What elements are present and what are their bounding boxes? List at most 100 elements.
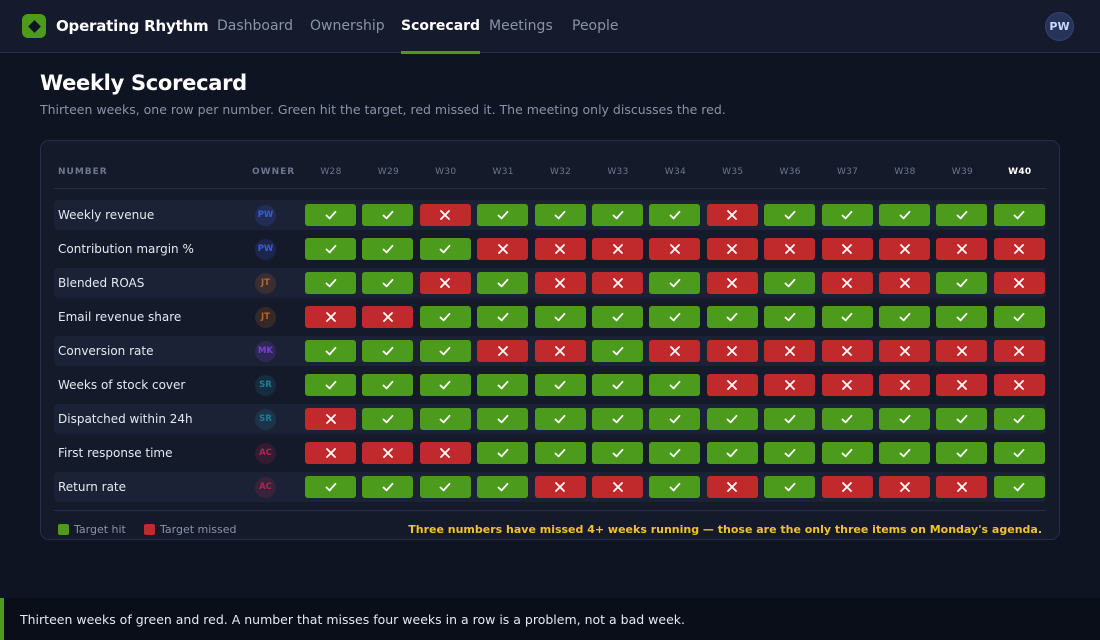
target-missed-cell[interactable] (764, 238, 816, 260)
target-hit-cell[interactable] (362, 374, 414, 396)
target-hit-cell[interactable] (649, 306, 701, 328)
target-hit-cell[interactable] (879, 204, 930, 226)
target-hit-cell[interactable] (477, 374, 529, 396)
target-missed-cell[interactable] (821, 374, 873, 396)
target-hit-cell[interactable] (649, 442, 701, 464)
target-missed-cell[interactable] (592, 272, 643, 294)
target-hit-cell[interactable] (821, 204, 873, 226)
target-missed-cell[interactable] (706, 374, 758, 396)
target-hit-cell[interactable] (419, 408, 471, 430)
target-hit-cell[interactable] (936, 306, 988, 328)
target-missed-cell[interactable] (936, 238, 988, 260)
target-missed-cell[interactable] (534, 238, 586, 260)
target-hit-cell[interactable] (936, 408, 988, 430)
target-hit-cell[interactable] (534, 306, 586, 328)
target-hit-cell[interactable] (477, 476, 529, 498)
target-missed-cell[interactable] (534, 476, 586, 498)
target-hit-cell[interactable] (305, 272, 356, 294)
target-hit-cell[interactable] (534, 204, 586, 226)
target-hit-cell[interactable] (477, 442, 529, 464)
target-hit-cell[interactable] (534, 408, 586, 430)
target-missed-cell[interactable] (706, 340, 758, 362)
target-hit-cell[interactable] (362, 238, 414, 260)
target-missed-cell[interactable] (936, 476, 988, 498)
target-missed-cell[interactable] (305, 442, 356, 464)
target-hit-cell[interactable] (362, 340, 414, 362)
target-hit-cell[interactable] (821, 442, 873, 464)
target-missed-cell[interactable] (764, 374, 816, 396)
target-hit-cell[interactable] (993, 204, 1045, 226)
target-hit-cell[interactable] (305, 340, 356, 362)
target-missed-cell[interactable] (706, 476, 758, 498)
target-hit-cell[interactable] (993, 442, 1045, 464)
target-missed-cell[interactable] (362, 442, 414, 464)
target-hit-cell[interactable] (821, 408, 873, 430)
target-hit-cell[interactable] (362, 204, 414, 226)
target-hit-cell[interactable] (477, 306, 529, 328)
target-hit-cell[interactable] (764, 442, 816, 464)
target-missed-cell[interactable] (993, 238, 1045, 260)
target-missed-cell[interactable] (706, 238, 758, 260)
target-hit-cell[interactable] (362, 476, 414, 498)
target-hit-cell[interactable] (362, 272, 414, 294)
target-hit-cell[interactable] (879, 306, 930, 328)
target-hit-cell[interactable] (592, 306, 643, 328)
target-hit-cell[interactable] (419, 476, 471, 498)
tab-ownership[interactable]: Ownership (310, 18, 385, 34)
target-hit-cell[interactable] (477, 204, 529, 226)
target-hit-cell[interactable] (764, 306, 816, 328)
target-missed-cell[interactable] (879, 340, 930, 362)
target-missed-cell[interactable] (764, 340, 816, 362)
target-hit-cell[interactable] (419, 238, 471, 260)
target-hit-cell[interactable] (419, 374, 471, 396)
target-missed-cell[interactable] (362, 306, 414, 328)
target-hit-cell[interactable] (362, 408, 414, 430)
target-missed-cell[interactable] (821, 238, 873, 260)
target-hit-cell[interactable] (649, 476, 701, 498)
target-hit-cell[interactable] (936, 204, 988, 226)
target-hit-cell[interactable] (764, 408, 816, 430)
target-missed-cell[interactable] (879, 476, 930, 498)
target-missed-cell[interactable] (305, 306, 356, 328)
target-hit-cell[interactable] (305, 238, 356, 260)
target-hit-cell[interactable] (477, 272, 529, 294)
target-hit-cell[interactable] (305, 476, 356, 498)
target-hit-cell[interactable] (649, 408, 701, 430)
target-hit-cell[interactable] (764, 476, 816, 498)
target-missed-cell[interactable] (649, 238, 701, 260)
target-hit-cell[interactable] (706, 442, 758, 464)
target-hit-cell[interactable] (936, 442, 988, 464)
target-hit-cell[interactable] (419, 306, 471, 328)
target-missed-cell[interactable] (993, 374, 1045, 396)
target-hit-cell[interactable] (879, 442, 930, 464)
target-hit-cell[interactable] (936, 272, 988, 294)
tab-meetings[interactable]: Meetings (489, 18, 553, 34)
target-missed-cell[interactable] (821, 272, 873, 294)
target-hit-cell[interactable] (305, 374, 356, 396)
target-hit-cell[interactable] (419, 340, 471, 362)
target-missed-cell[interactable] (419, 442, 471, 464)
target-missed-cell[interactable] (993, 272, 1045, 294)
target-hit-cell[interactable] (534, 442, 586, 464)
target-hit-cell[interactable] (592, 374, 643, 396)
target-missed-cell[interactable] (936, 340, 988, 362)
target-hit-cell[interactable] (764, 272, 816, 294)
target-missed-cell[interactable] (534, 272, 586, 294)
tab-dashboard[interactable]: Dashboard (217, 18, 293, 34)
target-missed-cell[interactable] (879, 374, 930, 396)
target-missed-cell[interactable] (419, 204, 471, 226)
target-hit-cell[interactable] (534, 374, 586, 396)
target-hit-cell[interactable] (477, 408, 529, 430)
target-missed-cell[interactable] (419, 272, 471, 294)
target-missed-cell[interactable] (821, 340, 873, 362)
target-missed-cell[interactable] (592, 238, 643, 260)
target-missed-cell[interactable] (534, 340, 586, 362)
target-missed-cell[interactable] (477, 340, 529, 362)
target-hit-cell[interactable] (993, 408, 1045, 430)
target-hit-cell[interactable] (993, 306, 1045, 328)
target-hit-cell[interactable] (592, 204, 643, 226)
target-hit-cell[interactable] (879, 408, 930, 430)
target-hit-cell[interactable] (993, 476, 1045, 498)
target-missed-cell[interactable] (649, 340, 701, 362)
target-missed-cell[interactable] (592, 476, 643, 498)
